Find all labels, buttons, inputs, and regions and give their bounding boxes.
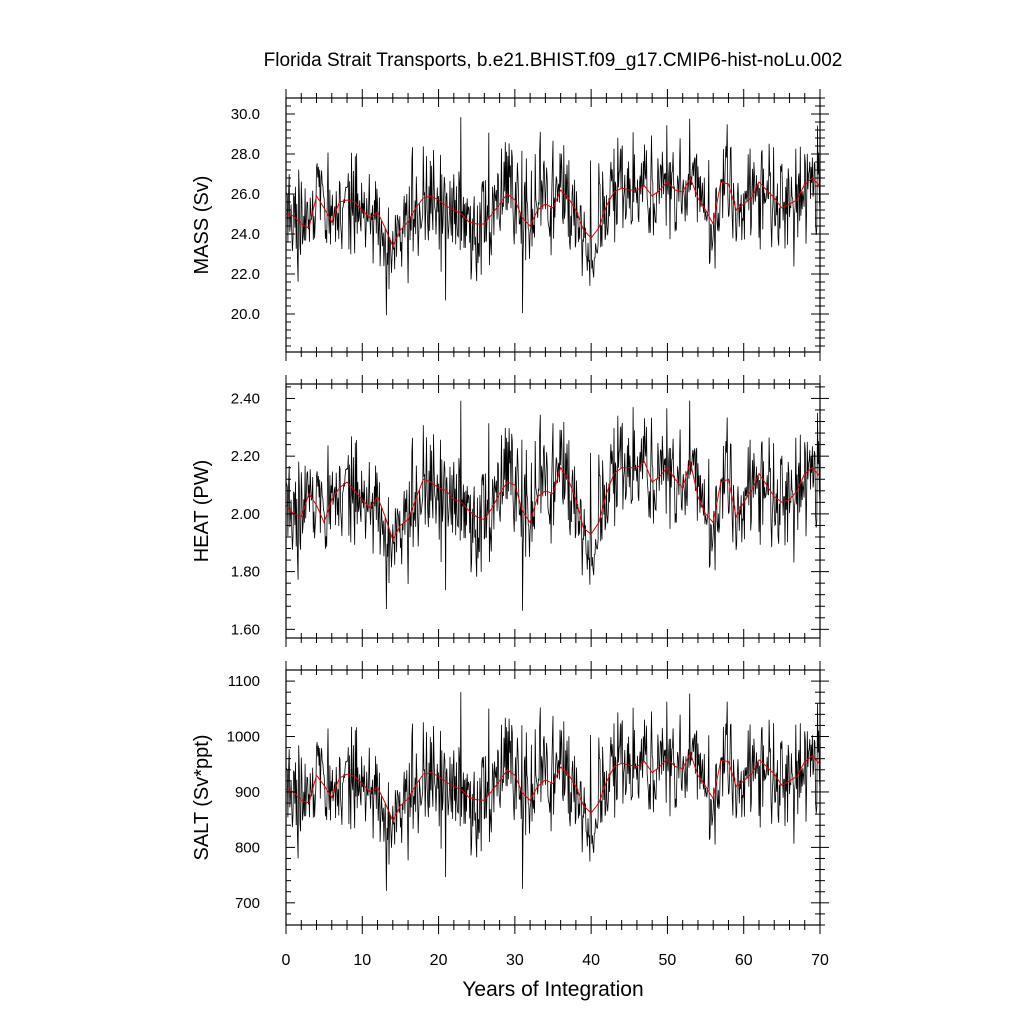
y-tick-label: 22.0 (231, 266, 260, 283)
y-axis-label: MASS (Sv) (191, 176, 213, 275)
y-tick-label: 2.00 (231, 506, 260, 523)
x-tick-label: 60 (735, 952, 753, 969)
y-tick-label: 1100 (228, 673, 260, 690)
plot-frame (285, 383, 821, 639)
y-tick-label: 700 (235, 895, 260, 912)
y-tick-label: 1.60 (231, 621, 260, 638)
x-axis-label: Years of Integration (462, 978, 643, 1001)
x-tick-label: 20 (430, 952, 448, 969)
y-tick-label: 2.40 (231, 390, 260, 407)
heat-panel: 1.60 1.80 2.00 2.20 2.40 HEAT (PW) (191, 375, 829, 647)
y-tick-label: 800 (235, 839, 260, 856)
raw-series-line (286, 117, 820, 316)
y-tick-label: 1000 (227, 729, 260, 746)
y-tick-label: 26.0 (231, 186, 260, 203)
y-tick-label: 900 (235, 784, 260, 801)
raw-series-line (286, 692, 820, 891)
x-tick-label: 50 (659, 952, 677, 969)
y-axis-label: SALT (Sv*ppt) (191, 735, 213, 861)
y-tick-label: 24.0 (231, 226, 260, 243)
chart-title: Florida Strait Transports, b.e21.BHIST.f… (264, 50, 843, 71)
mass-panel: 20.0 22.0 24.0 26.0 28.0 30.0 MASS (Sv) (191, 89, 829, 361)
raw-series-line (286, 400, 820, 611)
y-axis-label: HEAT (PW) (191, 460, 213, 563)
salt-panel: 700 800 900 1000 1100 SALT (Sv*ppt) (191, 661, 829, 934)
y-tick-label: 1.80 (231, 564, 260, 581)
x-tick-label: 40 (582, 952, 600, 969)
x-tick-label: 30 (506, 952, 524, 969)
x-tick-label: 0 (282, 952, 291, 969)
y-tick-label: 28.0 (231, 146, 260, 163)
y-tick-label: 30.0 (231, 106, 260, 123)
y-tick-label: 20.0 (231, 306, 260, 323)
smoothed-series-line (286, 176, 820, 248)
plot-frame (285, 97, 821, 353)
smoothed-series-line (286, 461, 820, 542)
x-tick-label: 70 (811, 952, 829, 969)
x-axis: 0 10 20 30 40 50 60 70 (282, 952, 829, 969)
smoothed-series-line (286, 751, 820, 822)
x-tick-label: 10 (353, 952, 371, 969)
y-tick-label: 2.20 (231, 448, 260, 465)
plot-frame (285, 669, 821, 926)
